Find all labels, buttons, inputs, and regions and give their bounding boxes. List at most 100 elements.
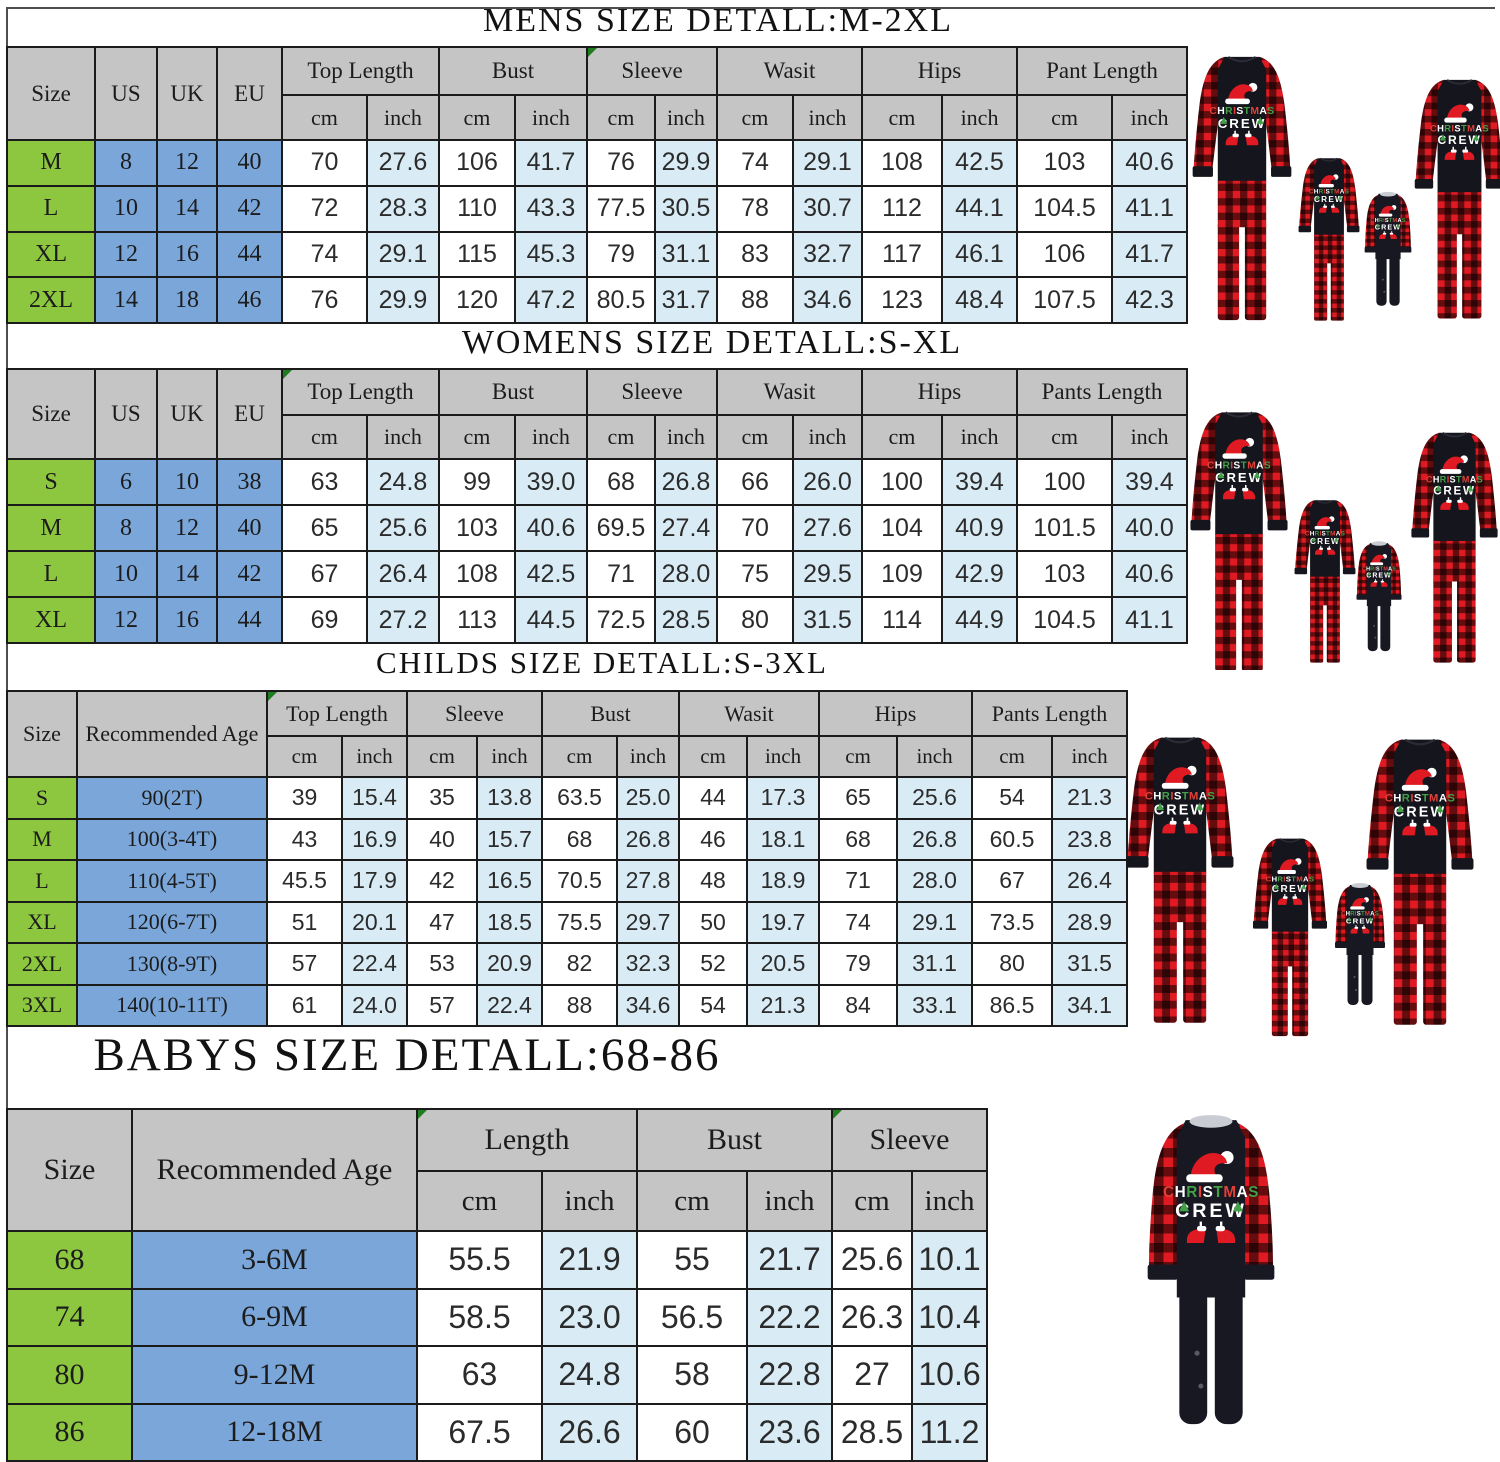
- inch-value-cell: 40.0: [1111, 504, 1189, 552]
- womens-unit-header-cm: cm: [438, 414, 516, 460]
- babys-unit-header-inch: inch: [746, 1170, 834, 1232]
- childs-group-header-wasit: Wasit: [678, 690, 821, 737]
- inch-value-cell: 10.4: [911, 1287, 989, 1347]
- inch-value-cell: 24.8: [540, 1345, 639, 1405]
- intl-size-cell: 12: [156, 139, 218, 187]
- inch-value-cell: 40.6: [1111, 550, 1189, 598]
- womens-group-header-wasit: Wasit: [716, 368, 863, 416]
- inch-value-cell: 44.1: [940, 184, 1019, 233]
- kid-pajama-figure: [1299, 158, 1360, 320]
- inch-value-cell: 31.5: [1051, 942, 1129, 986]
- mens-unit-header-cm: cm: [716, 94, 794, 141]
- dad-pajama-figure: [1190, 412, 1287, 670]
- cm-value-cell: 53: [406, 942, 478, 986]
- womens-group-header-bust: Bust: [438, 368, 588, 416]
- cm-value-cell: 70: [281, 139, 368, 187]
- cm-value-cell: 72.5: [586, 596, 656, 644]
- inch-value-cell: 24.0: [341, 983, 408, 1027]
- mens-row-2XL: 2XL 14 18 46 76 29.9 120 47.2 80.5 31.7 88 34.6 123 4…: [6, 276, 1189, 325]
- cm-value-cell: 74: [716, 139, 794, 187]
- cm-value-cell: 108: [438, 550, 516, 598]
- size-cell: S: [6, 776, 78, 820]
- womens-col-header-us: US: [94, 368, 158, 460]
- childs-group-header-bust: Bust: [540, 690, 681, 737]
- cm-value-cell: 63.5: [541, 776, 618, 820]
- cm-value-cell: 67: [971, 859, 1054, 903]
- cm-value-cell: 106: [1016, 230, 1114, 279]
- babys-col-header-size: Size: [6, 1108, 133, 1232]
- womens-unit-header-cm: cm: [861, 414, 943, 460]
- size-cell: XL: [6, 900, 78, 944]
- inch-value-cell: 18.1: [746, 817, 821, 861]
- inch-value-cell: 29.1: [792, 139, 863, 187]
- mens-group-header-pant-length: Pant Length: [1016, 46, 1189, 96]
- mens-unit-header-cm: cm: [1016, 94, 1114, 141]
- cm-value-cell: 80: [716, 596, 794, 644]
- inch-value-cell: 32.3: [615, 942, 681, 986]
- cm-value-cell: 35: [406, 776, 478, 820]
- cm-value-cell: 63: [416, 1345, 543, 1405]
- intl-size-cell: 40: [216, 139, 283, 187]
- babys-row-80: 80 9-12M 63 24.8 58 22.8 27 10.6: [6, 1345, 989, 1405]
- recommended-age-cell: 12-18M: [131, 1402, 418, 1462]
- size-cell: XL: [6, 230, 96, 279]
- womens-title: WOMENS SIZE DETALL:S-XL: [461, 324, 963, 361]
- inch-value-cell: 27.8: [615, 859, 681, 903]
- mens-unit-header-inch: inch: [940, 94, 1019, 141]
- size-cell: 80: [6, 1345, 133, 1405]
- mens-unit-header-inch: inch: [1111, 94, 1189, 141]
- baby-romper-photo: [1035, 1060, 1500, 1459]
- womens-col-header-size: Size: [6, 368, 96, 460]
- mens-unit-header-inch: inch: [514, 94, 588, 141]
- childs-size-table: Size Recommended Age Top Length Sleeve Bust W…: [6, 690, 1129, 1027]
- womens-unit-header-inch: inch: [514, 414, 588, 460]
- baby-romper-figure: [1335, 883, 1385, 1005]
- cell-corner-marker: [419, 1111, 427, 1119]
- inch-value-cell: 48.4: [940, 276, 1019, 325]
- inch-value-cell: 29.5: [792, 550, 863, 598]
- inch-value-cell: 15.4: [341, 776, 408, 820]
- cm-value-cell: 83: [716, 230, 794, 279]
- kid-pajama-figure: [1253, 839, 1327, 1036]
- mom-pajama-figure: [1411, 433, 1497, 663]
- womens-group-header-top-length: Top Length: [281, 368, 440, 416]
- cm-value-cell: 69: [281, 596, 368, 644]
- intl-size-cell: 8: [94, 139, 158, 187]
- babys-unit-header-inch: inch: [540, 1170, 639, 1232]
- cm-value-cell: 103: [1016, 550, 1114, 598]
- cm-value-cell: 27: [831, 1345, 914, 1405]
- intl-size-cell: 12: [94, 230, 158, 279]
- cm-value-cell: 103: [1016, 139, 1114, 187]
- childs-unit-header-cm: cm: [818, 735, 899, 778]
- inch-value-cell: 27.6: [366, 139, 440, 187]
- inch-value-cell: 18.5: [476, 900, 543, 944]
- inch-value-cell: 16.9: [341, 817, 408, 861]
- inch-value-cell: 29.7: [615, 900, 681, 944]
- size-cell: 74: [6, 1287, 133, 1347]
- recommended-age-cell: 100(3-4T): [76, 817, 268, 861]
- inch-value-cell: 26.8: [615, 817, 681, 861]
- cell-corner-marker: [284, 371, 292, 379]
- inch-value-cell: 17.9: [341, 859, 408, 903]
- womens-unit-header-cm: cm: [281, 414, 368, 460]
- dad-pajama-figure: [1193, 57, 1292, 320]
- mens-group-header-bust: Bust: [438, 46, 588, 96]
- cm-value-cell: 88: [716, 276, 794, 325]
- mens-group-header-hips: Hips: [860, 46, 1019, 96]
- mens-unit-header-inch: inch: [366, 94, 440, 141]
- childs-unit-header-inch: inch: [476, 735, 543, 778]
- size-cell: M: [6, 817, 78, 861]
- inch-value-cell: 29.9: [654, 139, 718, 187]
- mens-unit-header-inch: inch: [792, 94, 863, 141]
- intl-size-cell: 40: [216, 504, 283, 552]
- womens-row-XL: XL 12 16 44 69 27.2 113 44.5 72.5 28.5 80 31.5 114 44…: [6, 596, 1189, 644]
- intl-size-cell: 14: [156, 184, 218, 233]
- inch-value-cell: 21.3: [1051, 776, 1129, 820]
- womens-group-header-hips: Hips: [860, 368, 1019, 416]
- childs-group-header-top-length: Top Length: [266, 690, 408, 737]
- womens-size-table: Size US UK EU Top Length Bust Sleeve Wasit Hips P…: [6, 368, 1189, 644]
- intl-size-cell: 8: [94, 504, 158, 552]
- inch-value-cell: 15.7: [476, 817, 543, 861]
- cm-value-cell: 110: [438, 184, 516, 233]
- cm-value-cell: 68: [818, 817, 899, 861]
